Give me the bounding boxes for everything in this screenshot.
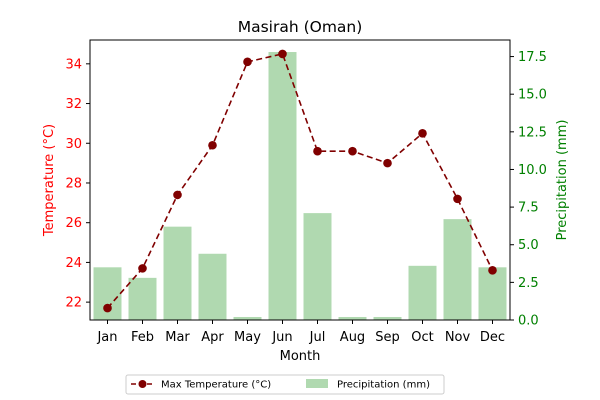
temperature-line [106,52,494,309]
temperature-point [103,303,112,313]
plot-frame [89,39,511,321]
temperature-point [313,146,322,156]
x-tick-label: Jun [271,330,292,345]
x-tick-label: Jul [309,330,326,345]
right-tick-label: 7.5 [518,201,539,216]
temperature-point [138,264,147,273]
temperature-line-layer [103,49,497,313]
left-tick-label: 32 [65,97,82,112]
precipitation-bar [163,226,192,320]
precipitation-bar [198,253,227,320]
x-tick-label: Oct [411,330,433,345]
temperature-point [208,140,217,150]
precipitation-bar [338,316,367,320]
x-tick-label: Sep [375,330,400,345]
precipitation-bar [443,219,472,320]
left-tick-label: 30 [65,137,82,152]
right-tick-label: 2.5 [518,276,539,291]
legend-box [125,374,445,395]
right-tick-label: 10.0 [518,163,547,178]
temperature-point [488,266,497,275]
left-tick-label: 28 [65,176,82,191]
right-axis-ticks: 0.0 2.5 5.0 7.5 10.0 12.5 15.0 17.5 [510,50,547,329]
left-axis-label: Temperature (°C) [42,124,57,237]
precipitation-bar [268,52,297,320]
right-tick-label: 17.5 [518,50,547,65]
precipitation-bar [128,277,157,320]
x-axis-ticks: Jan Feb Mar Apr May Jun Jul Aug Sep Oct Nov Dec [96,320,505,345]
right-tick-label: 12.5 [518,125,547,140]
x-tick-label: Aug [340,330,365,345]
temperature-point [173,190,182,200]
legend-precipitation-label: Precipitation (mm) [337,380,430,391]
x-axis-label: Month [280,349,321,364]
precipitation-bars [93,52,507,320]
temperature-point [418,129,427,138]
temperature-point [348,146,357,156]
precipitation-bar [478,267,507,320]
chart-title: Masirah (Oman) [238,18,363,36]
temperature-point [278,49,287,59]
legend-temperature-marker-swatch [138,380,147,388]
x-tick-label: Jan [96,330,117,345]
left-tick-label: 34 [65,57,82,72]
x-tick-label: Feb [131,330,154,345]
precipitation-bar [303,213,332,320]
x-tick-label: Mar [165,330,190,345]
precipitation-bar [408,265,437,320]
right-axis-label: Precipitation (mm) [555,120,570,241]
left-tick-label: 26 [65,216,82,231]
right-tick-label: 0.0 [518,314,539,329]
right-tick-label: 15.0 [518,88,547,103]
left-axis-ticks: 22 24 26 28 30 32 34 [65,57,90,311]
x-tick-label: Apr [201,330,224,345]
x-tick-label: Dec [480,330,505,345]
temperature-point [383,158,392,168]
legend-precipitation-swatch [306,379,328,388]
x-tick-label: May [234,330,261,345]
right-tick-label: 5.0 [518,238,539,253]
x-tick-label: Nov [445,330,471,345]
left-tick-label: 22 [65,296,82,311]
legend: Max Temperature (°C) Precipitation (mm) [125,374,445,395]
legend-temperature-label: Max Temperature (°C) [161,380,271,391]
precipitation-bar [233,316,262,320]
precipitation-bar [373,316,402,320]
left-tick-label: 24 [65,256,82,271]
temperature-point [243,57,252,67]
temperature-point [453,194,462,204]
